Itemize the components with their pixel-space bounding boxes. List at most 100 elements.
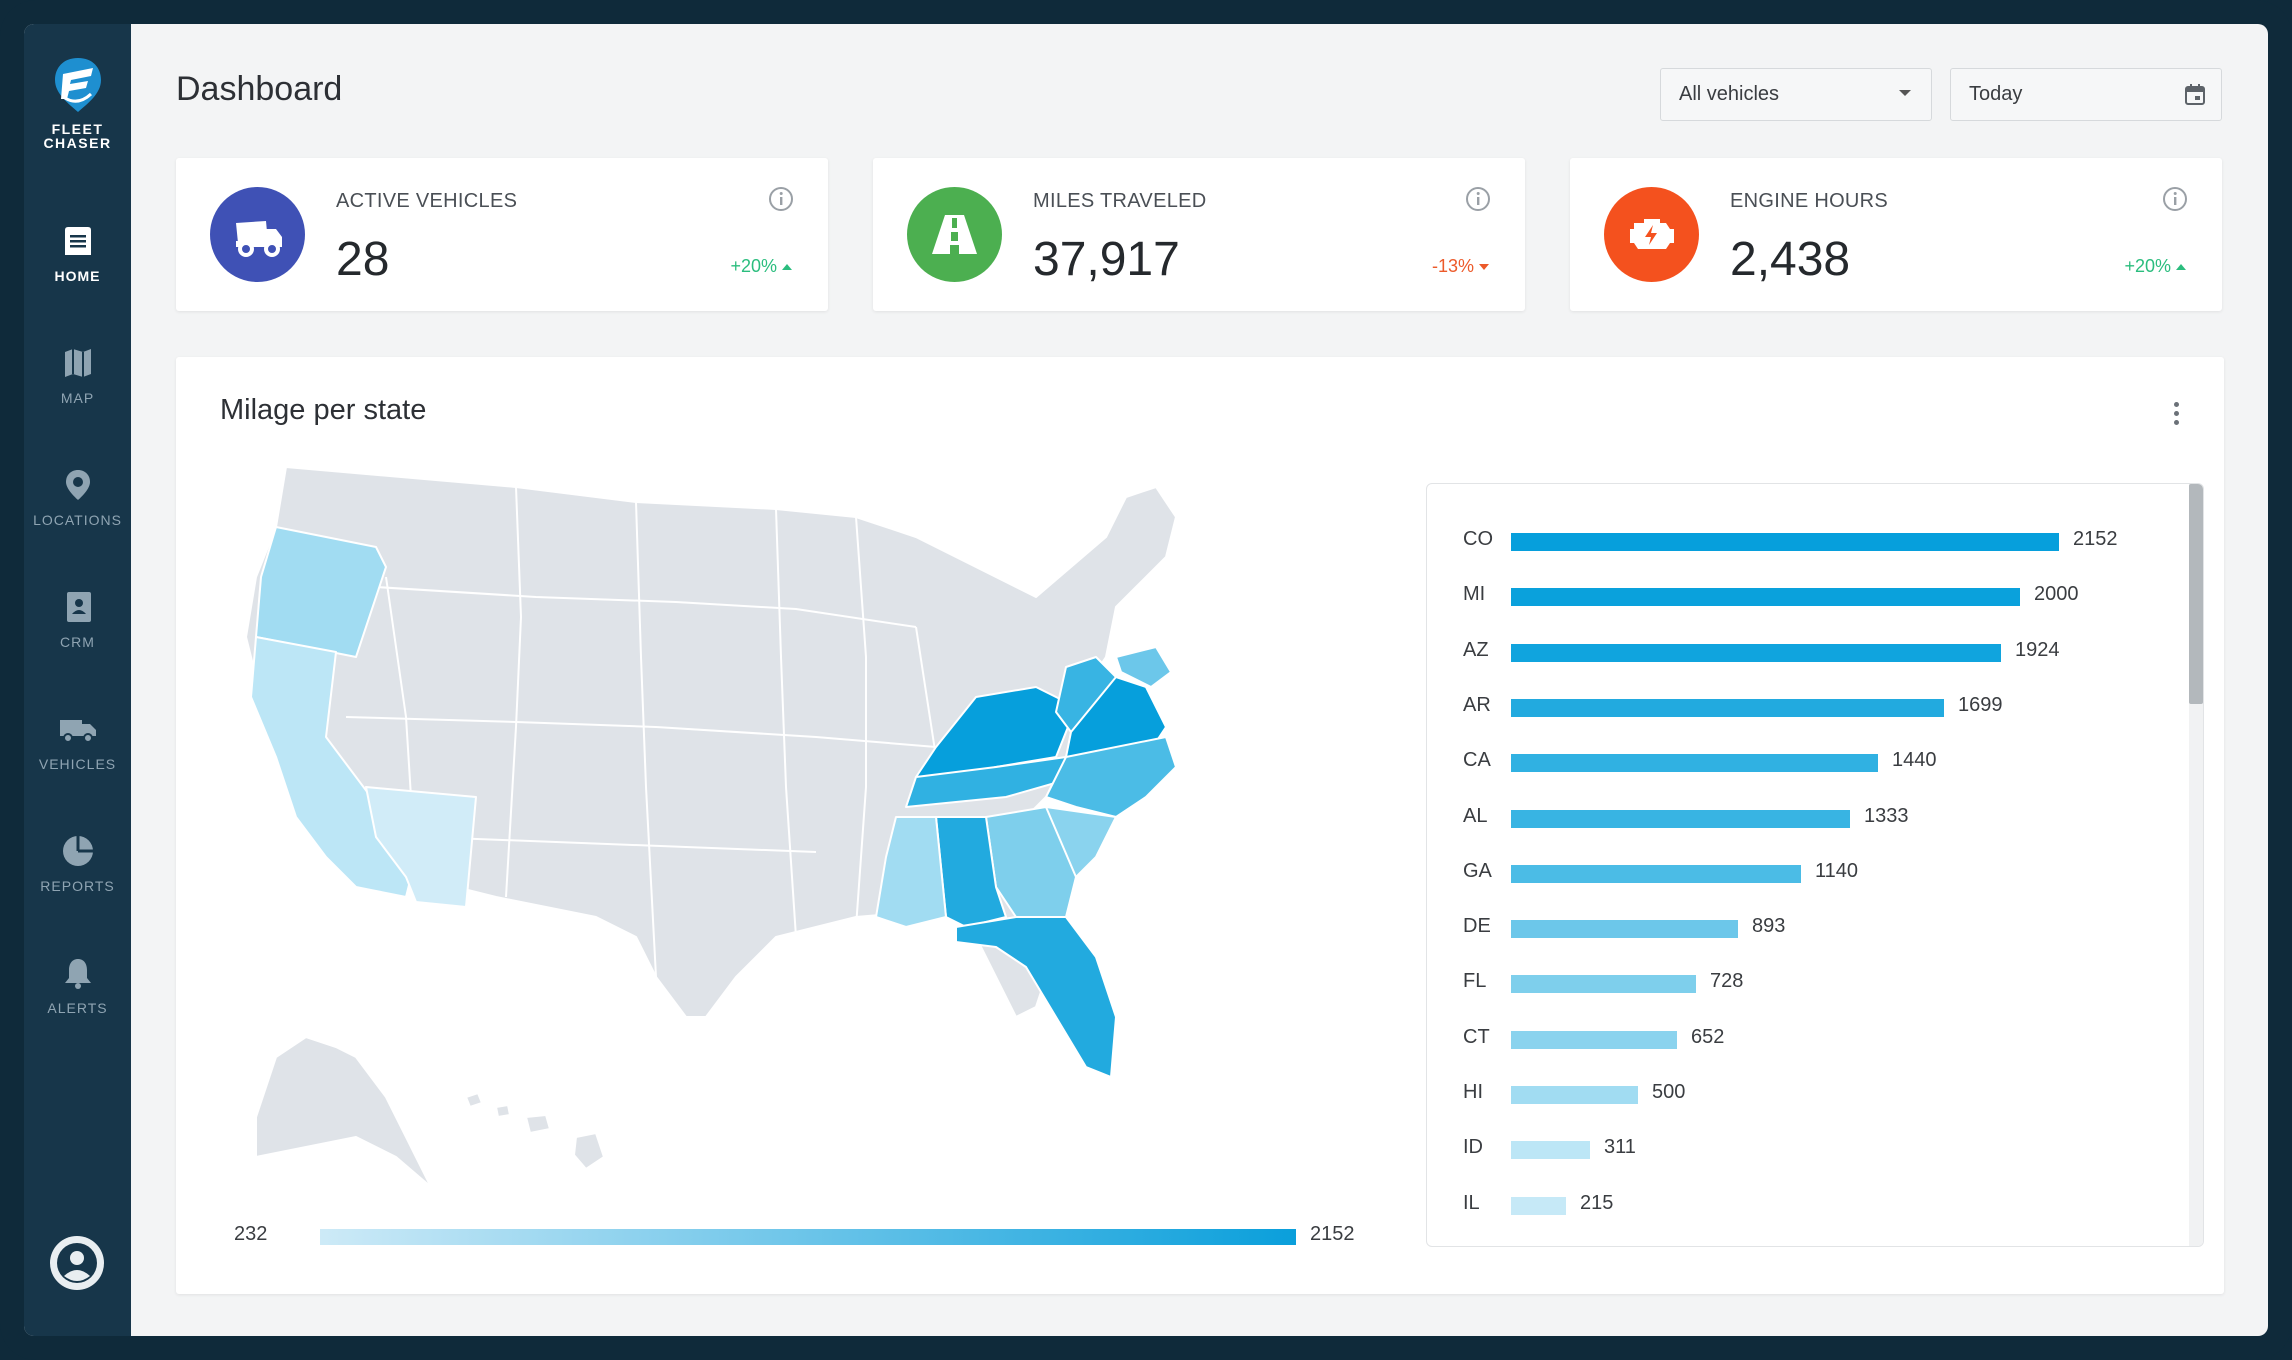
legend-gradient-bar [320,1229,1296,1245]
account-avatar[interactable] [50,1236,104,1290]
bar[interactable] [1511,533,2059,551]
bar-row: CO 2152 [1427,524,2127,554]
bar[interactable] [1511,643,2001,662]
state-mileage-bar-chart: CO 2152 MI 2000 AZ 1924 AR 1699 CA 1440 AL 1333 GA 11… [1426,483,2204,1247]
arrow-up-icon [2176,264,2186,270]
arrow-up-icon [782,264,792,270]
bar-category-label: DE [1463,915,1491,938]
fleet-chaser-logo[interactable]: FLEET CHASER [24,54,131,150]
truck-icon [59,720,96,743]
bar[interactable] [1511,920,1738,939]
scrollbar-thumb[interactable] [2189,484,2203,704]
vehicle-filter-select[interactable]: All vehicles [1660,68,1932,121]
bar-row: MI 2000 [1427,579,2127,609]
bar-row: CT 652 [1427,1022,2127,1052]
engine-icon [1630,219,1674,249]
bar[interactable] [1511,1141,1590,1160]
bar-value-label: 215 [1580,1191,1614,1214]
bar[interactable] [1511,1030,1677,1049]
bar-row: GA 1140 [1427,856,2127,886]
bar-category-label: AZ [1463,638,1489,661]
bar-category-label: GA [1463,859,1492,882]
state-mississippi [875,816,947,928]
panel-title: Milage per state [220,394,427,426]
info-icon[interactable] [768,186,794,212]
bar[interactable] [1511,864,1801,883]
kpi-card-miles-traveled: MILES TRAVELED 37,917 -13% [873,158,1525,311]
kpi-delta: -13% [1432,256,1489,277]
bar-category-label: MI [1463,583,1486,606]
sidebar-item-label: ALERTS [47,1000,108,1016]
bar[interactable] [1511,698,1944,717]
bar-row: DE 893 [1427,911,2127,941]
bar[interactable] [1511,975,1696,994]
info-icon[interactable] [2162,186,2188,212]
bar[interactable] [1511,754,1878,773]
kpi-value: 37,917 [1033,233,1180,286]
us-choropleth-map [245,466,1177,1188]
sidebar-item-vehicles[interactable]: VEHICLES [24,712,131,822]
info-icon[interactable] [1465,186,1491,212]
date-filter-select[interactable]: Today [1950,68,2222,121]
kpi-delta-text: -13% [1431,256,1474,276]
bar-category-label: CA [1463,749,1491,772]
bar[interactable] [1511,809,1850,828]
bell-icon [64,959,91,989]
kpi-value: 2,438 [1730,233,1851,286]
bar-value-label: 728 [1710,970,1744,993]
sidebar-item-map[interactable]: MAP [24,346,131,456]
sidebar-item-home[interactable]: HOME [24,224,131,334]
bar-row: AZ 1924 [1427,635,2127,665]
sidebar-item-alerts[interactable]: ALERTS [24,956,131,1066]
arrow-down-icon [1479,264,1489,270]
pie-chart-icon [62,836,93,866]
kpi-label: ENGINE HOURS [1730,190,1889,212]
state-oregon [255,526,387,658]
state-north-carolina [1045,736,1177,818]
bar-row: AL 1333 [1427,801,2127,831]
sidebar-item-label: VEHICLES [38,756,117,772]
account-circle-icon [57,1243,97,1283]
sidebar-item-label: CRM [60,634,95,650]
bar-row: AR 1699 [1427,690,2127,720]
bar-value-label: 652 [1691,1025,1725,1048]
sidebar-item-label: HOME [54,268,101,284]
kpi-card-active-vehicles: ACTIVE VEHICLES 28 +20% [176,158,828,311]
sidebar-item-crm[interactable]: CRM [24,590,131,700]
location-pin-icon [65,470,90,500]
bar[interactable] [1511,1196,1566,1215]
more-options-icon[interactable] [2170,402,2182,432]
legend-min-value: 232 [234,1223,268,1245]
alaska-shape [255,1036,432,1188]
bar-category-label: AL [1463,804,1488,827]
vehicle-filter-value: All vehicles [1679,83,1780,105]
bar[interactable] [1511,588,2020,607]
bar-row: IL 215 [1427,1188,2127,1218]
bar-row: CA 1440 [1427,745,2127,775]
kpi-label: MILES TRAVELED [1033,190,1207,212]
kpi-card-engine-hours: ENGINE HOURS 2,438 +20% [1570,158,2222,311]
state-florida [955,916,1117,1078]
sidebar-item-locations[interactable]: LOCATIONS [24,468,131,578]
logo-text-fleet: FLEET [51,121,104,137]
kpi-value: 28 [336,233,390,286]
dump-truck-icon [236,221,282,257]
bar-value-label: 2000 [2034,583,2079,606]
bar-category-label: ID [1463,1136,1483,1159]
sidebar-item-reports[interactable]: REPORTS [24,834,131,944]
map-icon [64,349,91,377]
bar-value-label: 1440 [1892,749,1937,772]
caret-down-icon [1899,90,1911,96]
bar-category-label: AR [1463,693,1491,716]
kpi-icon-circle [210,187,305,282]
bar[interactable] [1511,1086,1638,1104]
bar-category-label: CT [1463,1025,1490,1048]
road-icon [932,215,977,254]
state-arizona [365,786,477,908]
bar-value-label: 893 [1752,915,1786,938]
kpi-icon-circle [1604,187,1699,282]
sidebar-item-label: LOCATIONS [33,512,122,528]
sidebar-item-label: REPORTS [40,878,115,894]
bar-category-label: FL [1463,970,1487,993]
